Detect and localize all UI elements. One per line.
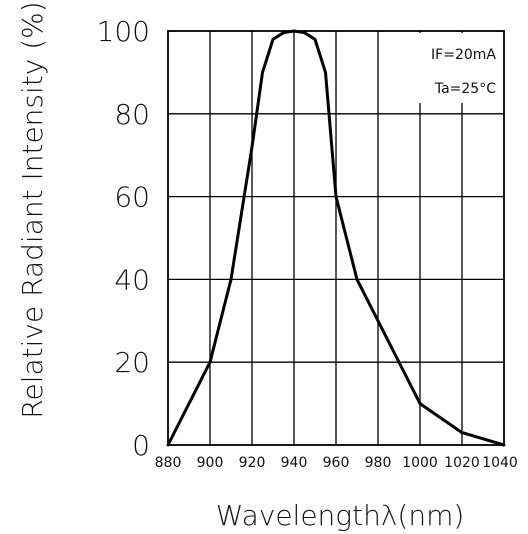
y-tick-label: 80 [114, 98, 150, 131]
axis-labels: Wavelengthλ(nm) Relative Radiant Intensi… [16, 1, 464, 532]
y-tick-label: 100 [97, 15, 150, 48]
plot-border [167, 30, 505, 446]
y-tick-label: 20 [114, 346, 150, 379]
x-tick-label: 880 [155, 455, 182, 471]
x-tick-label: 1000 [402, 455, 438, 471]
y-tick-label: 40 [114, 263, 150, 296]
x-tick-label: 1040 [482, 455, 518, 471]
series-line [166, 29, 506, 447]
x-axis-label: Wavelengthλ(nm) [216, 499, 465, 532]
x-tick-label: 940 [281, 455, 308, 471]
y-axis-label: Relative Radiant Intensity (%) [16, 1, 49, 418]
x-tick-label: 1020 [444, 455, 480, 471]
plot-frame [167, 30, 505, 446]
series-layer [166, 29, 506, 447]
condition-annotation: Ta=25°C [434, 81, 496, 97]
tick-labels: 0 20 40 60 80 100 880 900 920 940 960 980 1000 1020 10… [97, 15, 518, 471]
x-tick-label: 980 [365, 455, 392, 471]
y-tick-label: 60 [114, 181, 150, 214]
x-tick-label: 960 [323, 455, 350, 471]
y-tick-label: 0 [132, 429, 150, 462]
x-tick-label: 900 [197, 455, 224, 471]
x-tick-label: 920 [239, 455, 266, 471]
condition-annotation: IF=20mA [431, 47, 496, 63]
annotation-background [414, 33, 502, 103]
annotations: IF=20mA Ta=25°C [414, 33, 502, 103]
